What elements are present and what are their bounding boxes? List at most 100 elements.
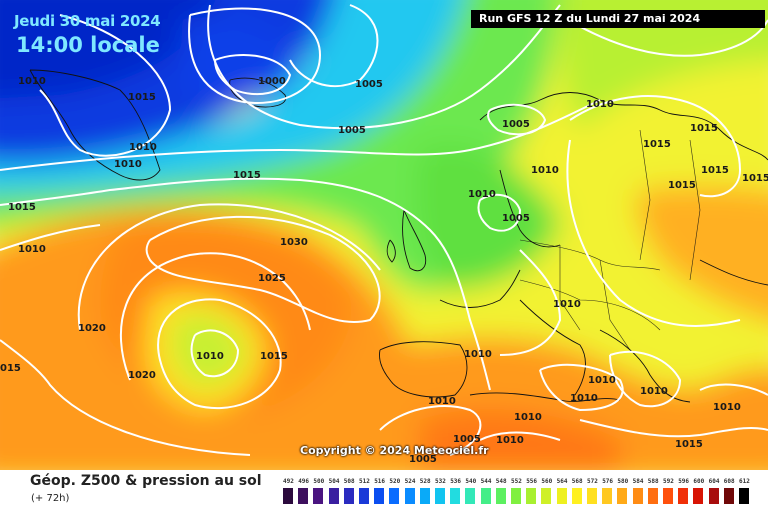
legend-label: 520 [389, 478, 401, 485]
isobar-label: 1005 [338, 125, 366, 136]
isobar-label: 1015 [701, 165, 729, 176]
legend-swatch [571, 488, 582, 504]
geopotential-field [0, 0, 768, 470]
isobar-label: 1015 [233, 170, 261, 181]
legend-label: 592 [663, 478, 674, 485]
legend-label: 600 [693, 478, 705, 485]
isobar-label: 1015 [675, 439, 703, 450]
map-title: Géop. Z500 & pression au sol [30, 473, 262, 489]
isobar-label: 1010 [531, 165, 559, 176]
isobar-label: 1010 [588, 375, 616, 386]
isobar-labels: 1010 1015 1000 1005 1005 1010 1010 1015 … [0, 76, 768, 465]
legend-swatch [663, 488, 673, 504]
legend-swatch [647, 488, 658, 504]
isobar-label: 1010 [514, 412, 542, 423]
run-info-banner: Run GFS 12 Z du Lundi 27 mai 2024 [471, 10, 765, 28]
legend-swatch [435, 488, 445, 504]
legend-swatch [465, 488, 476, 504]
legend-swatch [419, 488, 430, 504]
legend-swatch [480, 488, 491, 504]
legend-swatch [313, 488, 324, 504]
legend-swatch [678, 488, 689, 504]
legend-swatch [298, 488, 309, 504]
isobar-label: 1015 [260, 351, 288, 362]
weather-map: 1010 1015 1000 1005 1005 1010 1010 1015 … [0, 0, 768, 470]
legend-swatch [632, 488, 643, 504]
legend-label: 564 [556, 478, 568, 485]
legend-label: 500 [313, 478, 325, 485]
forecast-date: Jeudi 30 mai 2024 [14, 12, 161, 30]
isobar-label: 1010 [129, 142, 157, 153]
legend-label: 536 [450, 478, 462, 485]
isobar-label: 1010 [464, 349, 492, 360]
isobar-label: 1020 [78, 323, 106, 334]
isobar-label: 1010 [553, 299, 581, 310]
isobar-label: 1025 [258, 273, 286, 284]
legend-swatch [602, 488, 613, 504]
legend-label: 556 [526, 478, 538, 485]
isobar-label: 015 [0, 363, 21, 374]
legend-label: 512 [359, 478, 370, 485]
legend-label: 604 [708, 478, 720, 485]
isobar-label: 1010 [18, 76, 46, 87]
isobar-label: 1010 [713, 402, 741, 413]
isobar-label: 1015 [643, 139, 671, 150]
legend-label: 504 [328, 478, 340, 485]
legend-label: 540 [465, 478, 477, 485]
legend-swatch [541, 488, 552, 504]
isobar-label: 1010 [496, 435, 524, 446]
legend-label: 508 [343, 478, 355, 485]
legend-swatch [556, 488, 567, 504]
legend-label: 608 [723, 478, 735, 485]
isobar-label: 1015 [8, 202, 36, 213]
legend-swatch [708, 488, 719, 504]
isobar-label: 1005 [502, 213, 530, 224]
legend-swatch [283, 488, 293, 504]
legend-swatch [404, 488, 415, 504]
copyright-notice: Copyright © 2024 Meteociel.fr [300, 444, 489, 457]
isobar-label: 1010 [570, 393, 598, 404]
legend-label: 588 [647, 478, 659, 485]
legend-swatch [511, 488, 521, 504]
isobar-label: 1010 [18, 244, 46, 255]
legend-label: 580 [617, 478, 629, 485]
forecast-lead-time: (+ 72h) [31, 493, 70, 504]
isobar-label: 1005 [453, 434, 481, 445]
isobar-label: 1010 [468, 189, 496, 200]
legend-label: 548 [495, 478, 507, 485]
isobar-label: 1015 [690, 123, 718, 134]
legend-swatch [374, 488, 385, 504]
isobar-label: 1015 [668, 180, 696, 191]
isobar-label: 1005 [355, 79, 383, 90]
legend-label: 532 [435, 478, 446, 485]
legend-swatch [359, 488, 369, 504]
legend-swatch [495, 488, 506, 504]
legend-swatch [389, 488, 400, 504]
isobar-label: 1010 [196, 351, 224, 362]
legend-label: 568 [571, 478, 583, 485]
legend-label: 552 [511, 478, 522, 485]
legend-label: 492 [283, 478, 294, 485]
isobar-label: 1000 [258, 76, 286, 87]
legend-swatch [526, 488, 537, 504]
legend-swatch [723, 488, 734, 504]
legend-label: 544 [480, 478, 492, 485]
isobar-label: 1010 [640, 386, 668, 397]
legend-swatch [739, 488, 749, 504]
isobar-label: 1015 [742, 173, 768, 184]
isobar-label: 1010 [428, 396, 456, 407]
legend-swatch [617, 488, 628, 504]
isobar-label: 1010 [586, 99, 614, 110]
legend-label: 596 [678, 478, 690, 485]
isobar-label: 1020 [128, 370, 156, 381]
isobar-label: 1005 [502, 119, 530, 130]
legend-label: 496 [298, 478, 310, 485]
isobar-label: 1030 [280, 237, 308, 248]
legend-swatch [450, 488, 461, 504]
legend-label: 560 [541, 478, 553, 485]
legend-swatch [693, 488, 704, 504]
isobar-label: 1005 [409, 454, 437, 465]
legend-label: 572 [587, 478, 598, 485]
legend-swatch [587, 488, 597, 504]
